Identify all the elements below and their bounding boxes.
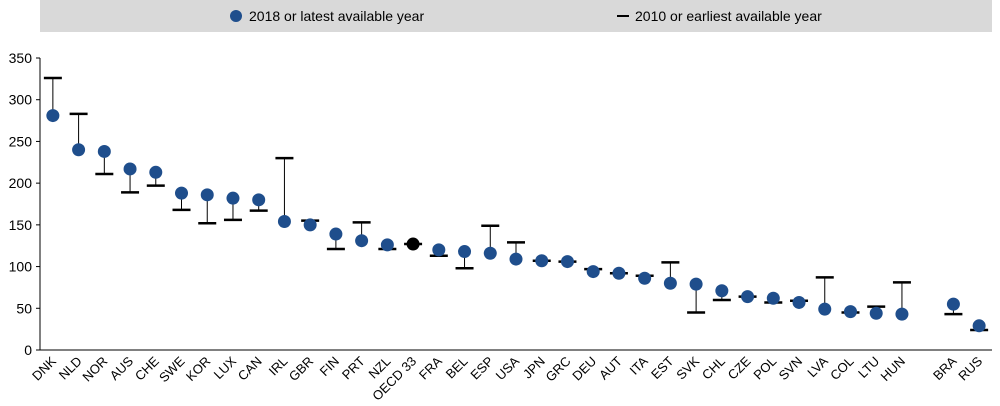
- legend-dash-icon: [617, 15, 629, 17]
- y-tick-label: 350: [9, 50, 33, 66]
- marker-latest: [689, 277, 703, 291]
- x-tick-label: AUT: [596, 353, 625, 382]
- marker-latest: [612, 266, 626, 280]
- x-tick-label: FIN: [317, 354, 342, 379]
- y-tick-label: 0: [24, 342, 32, 358]
- y-tick-label: 50: [16, 300, 32, 316]
- x-tick-label: EST: [648, 353, 677, 382]
- marker-latest: [200, 188, 214, 202]
- x-tick-label: ESP: [467, 354, 496, 383]
- marker-latest: [741, 290, 755, 304]
- legend-dot-icon: [230, 10, 242, 22]
- legend-label-earliest: 2010 or earliest available year: [635, 8, 822, 24]
- legend-item-latest: 2018 or latest available year: [230, 0, 424, 32]
- x-tick-label: BRA: [930, 353, 960, 383]
- marker-latest: [972, 319, 986, 333]
- x-tick-label: JPN: [520, 354, 548, 382]
- marker-latest: [663, 276, 677, 290]
- x-tick-label: COL: [827, 354, 857, 384]
- marker-latest: [380, 238, 394, 252]
- x-tick-label: USA: [493, 353, 523, 383]
- x-tick-label: FRA: [416, 353, 445, 382]
- marker-latest: [818, 302, 832, 316]
- y-tick-label: 300: [9, 92, 33, 108]
- x-tick-label: LUX: [211, 353, 240, 382]
- marker-latest: [123, 162, 137, 176]
- x-tick-label: PRT: [339, 353, 368, 382]
- marker-latest: [586, 265, 600, 279]
- x-tick-label: ITA: [627, 353, 651, 377]
- marker-latest: [329, 227, 343, 241]
- marker-latest: [638, 271, 652, 285]
- marker-latest: [843, 305, 857, 319]
- x-tick-label: GBR: [286, 354, 317, 385]
- x-tick-label: CHL: [699, 354, 728, 383]
- marker-latest: [458, 245, 472, 259]
- marker-latest: [406, 237, 420, 251]
- marker-latest: [252, 193, 266, 207]
- legend-item-earliest: 2010 or earliest available year: [617, 0, 822, 32]
- marker-latest: [895, 307, 909, 321]
- x-tick-label: LTU: [855, 354, 882, 381]
- marker-latest: [432, 243, 446, 257]
- x-tick-label: SVN: [776, 354, 806, 384]
- x-tick-label: CZE: [725, 353, 754, 382]
- marker-latest: [946, 297, 960, 311]
- x-tick-label: NOR: [79, 354, 110, 385]
- x-tick-label: RUS: [955, 353, 985, 383]
- marker-latest: [869, 306, 883, 320]
- x-tick-label: GRC: [543, 354, 574, 385]
- marker-latest: [483, 246, 497, 260]
- marker-latest: [792, 295, 806, 309]
- marker-latest: [766, 291, 780, 305]
- marker-latest: [226, 191, 240, 205]
- y-tick-label: 250: [9, 133, 33, 149]
- marker-latest: [535, 254, 549, 268]
- legend: 2018 or latest available year 2010 or ea…: [40, 0, 992, 32]
- y-tick-label: 100: [9, 259, 33, 275]
- marker-latest: [175, 186, 189, 200]
- y-tick-label: 200: [9, 175, 33, 191]
- marker-latest: [355, 234, 369, 248]
- marker-latest: [97, 144, 111, 158]
- x-tick-label: AUS: [107, 353, 137, 383]
- y-tick-label: 150: [9, 217, 33, 233]
- x-tick-label: SWE: [156, 353, 188, 385]
- x-tick-label: KOR: [183, 354, 214, 385]
- x-tick-label: DEU: [569, 354, 599, 384]
- marker-latest: [46, 109, 60, 123]
- marker-latest: [149, 165, 163, 179]
- x-tick-label: CHE: [132, 353, 162, 383]
- marker-latest: [72, 143, 86, 157]
- marker-latest: [277, 215, 291, 229]
- legend-label-latest: 2018 or latest available year: [249, 8, 425, 24]
- x-tick-label: SVK: [673, 353, 702, 382]
- marker-latest: [715, 284, 729, 298]
- x-tick-label: CAN: [235, 354, 265, 384]
- x-tick-label: NLD: [56, 354, 85, 383]
- x-tick-label: HUN: [878, 354, 909, 385]
- x-tick-label: BEL: [443, 354, 471, 382]
- marker-latest: [560, 255, 574, 269]
- x-tick-label: DNK: [29, 353, 59, 383]
- marker-latest: [303, 218, 317, 232]
- x-tick-label: LVA: [804, 353, 831, 380]
- marker-latest: [509, 252, 523, 266]
- x-tick-label: POL: [750, 354, 779, 383]
